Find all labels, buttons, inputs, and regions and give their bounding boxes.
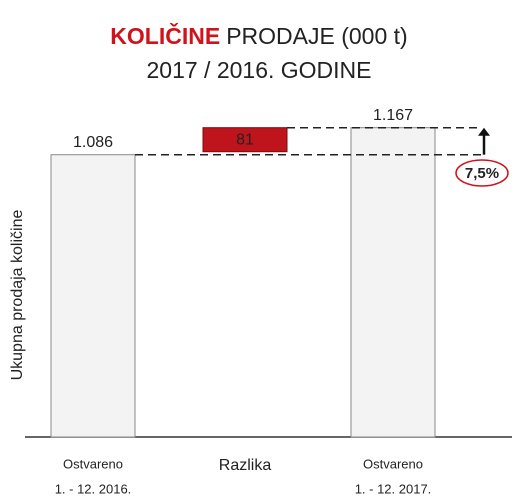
- x-tick-label: Razlika: [219, 457, 272, 474]
- title-rest: PRODAJE (000 t): [226, 23, 408, 49]
- arrow-head: [478, 127, 490, 136]
- x-tick-label: 1. - 12. 2017.: [355, 481, 432, 496]
- data-label: 81: [236, 131, 254, 148]
- title-highlight: KOLIČINE: [110, 22, 220, 49]
- data-label: 1.086: [73, 134, 113, 151]
- y-axis-label: Ukupna prodaja količine: [9, 210, 26, 381]
- delta-bar: [202, 127, 288, 153]
- chart-subtitle: 2017 / 2016. GODINE: [146, 57, 371, 83]
- x-tick-label: Ostvareno: [63, 456, 123, 471]
- chart-title: KOLIČINE PRODAJE (000 t): [110, 22, 407, 49]
- annotation-circle: [455, 159, 509, 187]
- total-bar: [350, 127, 436, 438]
- total-bar: [50, 154, 136, 438]
- x-tick-label: Ostvareno: [363, 456, 423, 471]
- data-label: 1.167: [373, 107, 413, 124]
- annotation: 7,5%: [465, 165, 499, 182]
- x-tick-label: 1. - 12. 2016.: [55, 481, 132, 496]
